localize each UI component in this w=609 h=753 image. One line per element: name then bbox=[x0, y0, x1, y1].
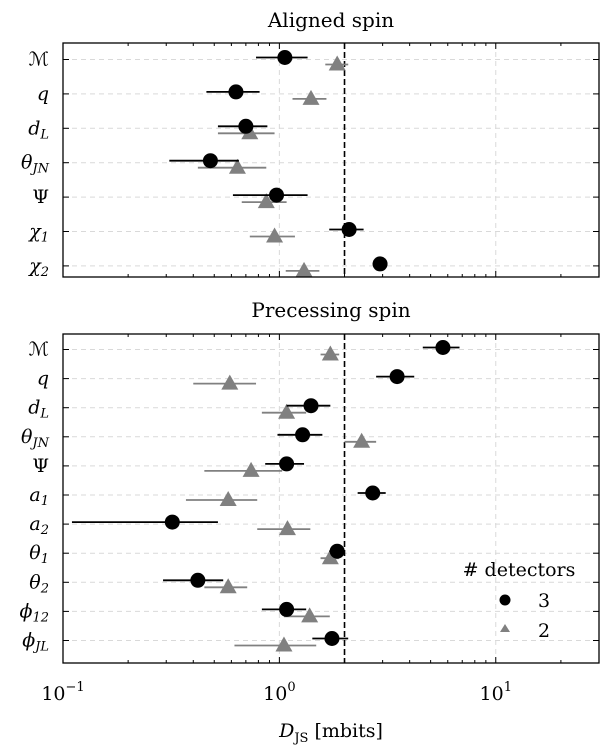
data-point-circle bbox=[277, 50, 293, 65]
parameter-label-chi2: χ2 bbox=[27, 255, 49, 280]
data-point-triangle bbox=[221, 374, 239, 390]
data-point-triangle bbox=[228, 158, 246, 174]
data-point-circle bbox=[279, 456, 295, 472]
x-axis-label-symbol: D bbox=[278, 720, 294, 742]
parameter-label-q: q bbox=[37, 83, 49, 105]
data-point-circle bbox=[228, 84, 244, 100]
data-point-circle bbox=[202, 153, 218, 169]
data-point-triangle bbox=[353, 432, 371, 448]
plot-area-precessing-spin bbox=[71, 334, 460, 663]
data-point-triangle bbox=[266, 227, 284, 243]
plot-frame-aligned-spin bbox=[62, 42, 600, 278]
legend-label-2: 2 bbox=[538, 620, 550, 642]
data-point-triangle bbox=[301, 607, 319, 623]
data-point-circle bbox=[295, 427, 311, 443]
data-point-triangle bbox=[328, 55, 346, 71]
data-point-triangle bbox=[219, 578, 237, 594]
parameter-label-Psi: Ψ bbox=[32, 186, 49, 208]
panel-aligned-spin: Aligned spin bbox=[62, 8, 600, 278]
data-point-circle bbox=[279, 601, 295, 617]
data-point-triangle bbox=[278, 520, 296, 536]
data-point-triangle bbox=[302, 89, 320, 105]
data-point-circle bbox=[329, 543, 345, 559]
parameter-label-M: ℳ bbox=[29, 49, 49, 71]
panel-title-precessing-spin: Precessing spin bbox=[251, 298, 410, 322]
parameter-label-thetaJN: θJN bbox=[21, 152, 50, 177]
data-point-circle bbox=[164, 514, 180, 530]
data-point-triangle bbox=[242, 461, 260, 477]
data-point-circle bbox=[190, 572, 206, 588]
parameter-label-dL: dL bbox=[28, 397, 49, 422]
grid-aligned-spin bbox=[62, 43, 600, 277]
parameter-label-M: ℳ bbox=[29, 339, 49, 361]
legend-marker-circle bbox=[499, 594, 511, 606]
grid-precessing-spin bbox=[62, 334, 600, 663]
data-point-circle bbox=[365, 485, 381, 501]
parameter-label-q: q bbox=[37, 368, 49, 390]
x-tick-label: 100 bbox=[263, 680, 295, 705]
parameter-label-Psi: Ψ bbox=[32, 455, 49, 477]
data-point-circle bbox=[303, 398, 319, 414]
parameter-label-phi12: ϕ12 bbox=[20, 600, 50, 625]
x-axis-label-subscript: JS bbox=[292, 731, 308, 746]
parameter-label-phiJL: ϕJL bbox=[22, 630, 49, 655]
x-axis-label-unit: [mbits] bbox=[314, 720, 382, 742]
parameter-label-dL: dL bbox=[28, 117, 49, 142]
parameter-label-theta1: θ1 bbox=[29, 542, 49, 567]
legend: # detectors 3 2 bbox=[463, 559, 576, 642]
parameter-label-thetaJN: θJN bbox=[21, 426, 50, 451]
data-point-circle bbox=[269, 187, 285, 203]
data-point-circle bbox=[435, 340, 451, 355]
parameter-label-chi1: χ1 bbox=[27, 221, 49, 246]
legend-label-3: 3 bbox=[538, 590, 550, 612]
data-point-triangle bbox=[257, 193, 275, 209]
parameter-label-a2: a2 bbox=[29, 513, 49, 538]
data-point-triangle bbox=[278, 403, 296, 419]
data-point-circle bbox=[324, 631, 340, 646]
data-point-triangle bbox=[321, 345, 339, 361]
legend-title: # detectors bbox=[463, 559, 576, 581]
plot-frame-precessing-spin bbox=[62, 333, 600, 664]
legend-marker-triangle bbox=[500, 624, 510, 632]
data-point-triangle bbox=[275, 636, 293, 652]
data-point-circle bbox=[238, 118, 254, 134]
data-point-triangle bbox=[295, 261, 313, 277]
x-tick-label: 10−1 bbox=[41, 680, 84, 705]
plot-area-aligned-spin bbox=[169, 43, 388, 277]
data-point-circle bbox=[341, 222, 357, 237]
panel-precessing-spin: Precessing spin bbox=[62, 298, 600, 664]
panel-title-aligned-spin: Aligned spin bbox=[267, 8, 394, 32]
parameter-label-a1: a1 bbox=[29, 484, 49, 509]
x-tick-label: 101 bbox=[480, 680, 512, 705]
parameter-label-theta2: θ2 bbox=[29, 571, 49, 596]
data-point-triangle bbox=[321, 549, 339, 565]
data-point-triangle bbox=[219, 491, 237, 506]
data-point-circle bbox=[372, 256, 388, 272]
data-point-circle bbox=[389, 369, 405, 385]
x-axis-label: DJS [mbits] bbox=[278, 720, 383, 746]
